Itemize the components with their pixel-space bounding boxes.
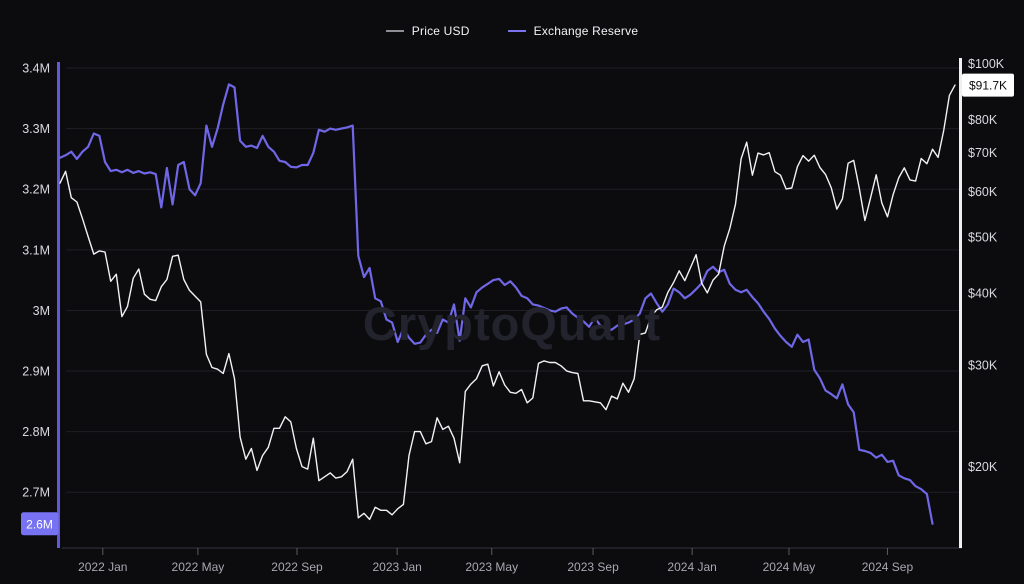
legend-item-price-usd[interactable]: Price USD <box>385 24 470 38</box>
x-axis-tick-label: 2024 May <box>763 560 816 574</box>
x-axis-tick-label: 2023 Jan <box>372 560 421 574</box>
right-axis-tick-label: $20K <box>968 460 998 474</box>
price-line-swatch-icon <box>385 30 404 32</box>
plot-area[interactable] <box>60 55 955 548</box>
exchange-reserve-line <box>58 83 934 525</box>
x-axis-tick-label: 2022 Jan <box>78 560 127 574</box>
x-axis-tick-label: 2023 May <box>465 560 518 574</box>
right-axis-tick-label: $30K <box>968 358 998 372</box>
price-usd-line <box>59 84 956 521</box>
left-axis-tick-label: 2.7M <box>22 486 50 500</box>
chart-legend: Price USD Exchange Reserve <box>0 24 1024 38</box>
left-axis-tick-label: 3M <box>33 304 50 318</box>
reserve-last-value-label: 2.6M <box>26 517 53 531</box>
legend-item-exchange-reserve[interactable]: Exchange Reserve <box>507 24 639 38</box>
series-lines <box>58 83 956 525</box>
left-axis-tick-label: 2.8M <box>22 425 50 439</box>
legend-label-price-usd: Price USD <box>411 24 470 38</box>
reserve-last-value-badge <box>21 512 59 536</box>
right-axis-tick-label: $100K <box>968 57 1005 71</box>
right-axis-tick-label: $80K <box>968 113 998 127</box>
gridlines <box>66 67 960 493</box>
axis-value-badges: 2.6M $91.7K <box>21 73 1014 536</box>
axis-lines <box>57 58 962 555</box>
x-axis-tick-label: 2023 Sep <box>567 560 619 574</box>
left-axis-tick-label: 2.9M <box>22 365 50 379</box>
x-axis-tick-label: 2022 May <box>172 560 225 574</box>
left-axis-tick-label: 3.3M <box>22 122 50 136</box>
x-axis-tick-label: 2024 Sep <box>862 560 914 574</box>
price-last-value-label: $91.7K <box>969 79 1007 93</box>
axis-labels: 3.4M 3.3M 3.2M 3.1M 3M 2.9M 2.8M 2.7M $100K $80K $… <box>22 57 1005 574</box>
right-axis-tick-label: $60K <box>968 185 998 199</box>
reserve-line-swatch-icon <box>507 30 526 32</box>
x-axis-tick-label: 2024 Jan <box>667 560 716 574</box>
left-axis-tick-label: 3.2M <box>22 183 50 197</box>
left-axis-tick-label: 3.1M <box>22 243 50 257</box>
right-axis-tick-label: $50K <box>968 231 998 245</box>
legend-label-exchange-reserve: Exchange Reserve <box>533 24 639 38</box>
right-axis-tick-label: $70K <box>968 146 998 160</box>
price-last-value-badge <box>962 73 1014 97</box>
left-axis-tick-label: 3.4M <box>22 62 50 76</box>
right-axis-tick-label: $40K <box>968 286 998 300</box>
x-axis-tick-label: 2022 Sep <box>271 560 323 574</box>
